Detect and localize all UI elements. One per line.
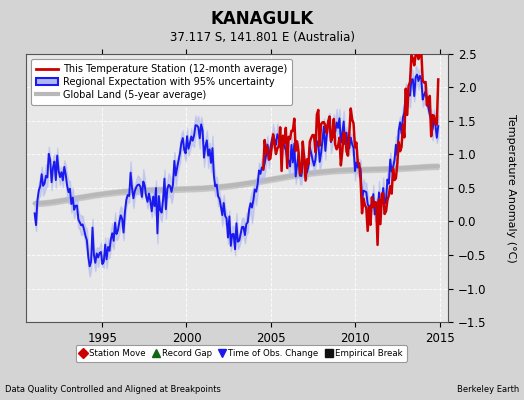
Text: 37.117 S, 141.801 E (Australia): 37.117 S, 141.801 E (Australia) xyxy=(169,31,355,44)
Legend: Station Move, Record Gap, Time of Obs. Change, Empirical Break: Station Move, Record Gap, Time of Obs. C… xyxy=(75,345,407,362)
Text: Berkeley Earth: Berkeley Earth xyxy=(456,385,519,394)
Text: KANAGULK: KANAGULK xyxy=(210,10,314,28)
Y-axis label: Temperature Anomaly (°C): Temperature Anomaly (°C) xyxy=(506,114,516,262)
Text: Data Quality Controlled and Aligned at Breakpoints: Data Quality Controlled and Aligned at B… xyxy=(5,385,221,394)
Legend: This Temperature Station (12-month average), Regional Expectation with 95% uncer: This Temperature Station (12-month avera… xyxy=(31,59,292,105)
